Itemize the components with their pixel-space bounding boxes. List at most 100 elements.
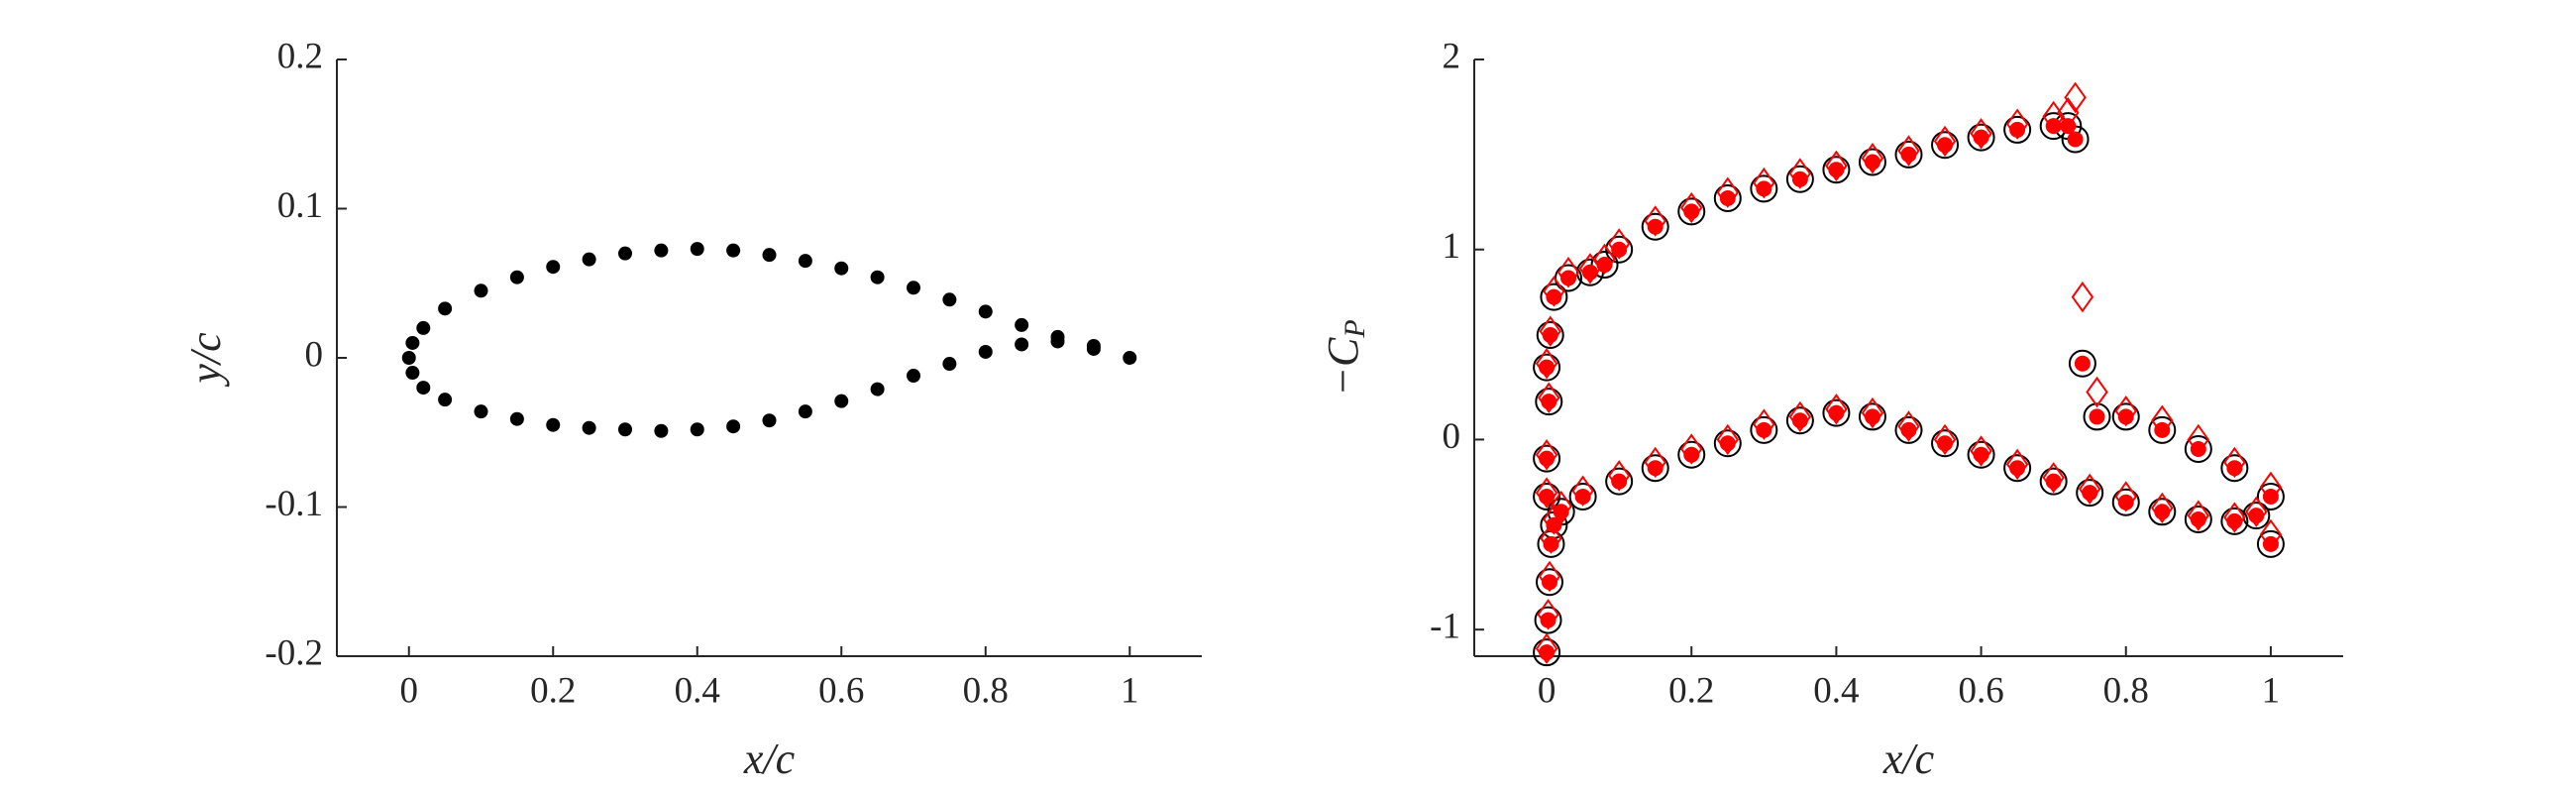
point [2226,512,2243,529]
point [1578,253,1602,284]
point [798,404,812,419]
point [1571,475,1594,507]
x-tick-label: 1 [1121,670,1139,711]
point [509,411,524,426]
y-tick-label: 0.2 [277,36,323,76]
point [1753,167,1775,199]
point [1540,283,1568,311]
point [1825,394,1848,425]
point [416,381,431,396]
point [474,283,488,298]
point [2190,441,2206,458]
point [2151,404,2174,436]
point [1970,435,1992,467]
point [978,344,993,359]
point [1538,382,1560,413]
y-tick-label: -0.2 [265,632,323,673]
point [2111,488,2140,516]
point [1533,638,1561,667]
point [2114,481,2137,512]
point [1897,410,1920,442]
point [1015,337,1029,352]
point [2074,355,2091,372]
point [2089,408,2105,425]
y-tick-label: -1 [1430,607,1460,647]
point [1713,429,1742,458]
x-axis-label: x/c [1882,735,1935,783]
point [2248,508,2265,524]
point [1931,429,1960,458]
x-tick-label: 0.8 [2103,670,2149,711]
point [1535,439,1558,471]
point [2071,281,2094,313]
point [2003,454,2032,483]
point [1533,353,1561,382]
point [1539,488,1556,505]
point [2064,81,2087,114]
y-tick-label: 0.1 [277,185,323,226]
point [2005,448,2029,481]
point [870,270,885,284]
point [416,320,431,335]
point [1539,315,1561,347]
point [1533,482,1561,510]
point [2039,467,2068,496]
point [1535,632,1558,665]
point [1536,568,1564,597]
point [2259,518,2283,551]
point [618,246,632,261]
point [942,292,957,307]
point [2184,505,2212,533]
point [726,419,741,434]
point [1536,320,1564,349]
point [1864,154,1880,170]
point [1550,490,1572,522]
point [1900,421,1917,438]
point [2009,460,2026,477]
point [798,254,812,269]
point [546,417,561,432]
point [2184,435,2212,464]
point [405,366,420,381]
point [2220,507,2249,535]
point [1677,440,1706,469]
point [1537,599,1559,630]
point [2190,510,2206,527]
point [2042,100,2065,133]
point [1123,351,1137,365]
point [2057,96,2080,129]
point [582,420,596,435]
x-tick-label: 0.2 [530,670,576,711]
point [1864,408,1880,425]
point [2042,462,2065,494]
point [2068,349,2096,378]
point [1543,504,1565,535]
point [2256,482,2285,510]
point [1788,158,1812,189]
point [1750,415,1778,444]
point [1541,394,1557,410]
point [1683,203,1700,220]
point [1607,228,1631,260]
x-tick-label: 0 [400,670,419,711]
point [405,335,420,350]
point [1858,402,1886,431]
point [1719,435,1736,452]
point [1861,142,1884,174]
point [1539,644,1556,661]
point [1967,440,1995,469]
point [1538,560,1561,593]
point [1894,140,1923,169]
point [1828,162,1845,178]
point [2076,479,2104,508]
point [1535,477,1558,509]
point [1086,338,1101,353]
point [546,260,561,275]
point [2223,502,2246,533]
point [618,422,632,437]
point [2005,108,2029,140]
point [1535,388,1563,416]
point [1680,191,1703,224]
point [1680,433,1703,465]
